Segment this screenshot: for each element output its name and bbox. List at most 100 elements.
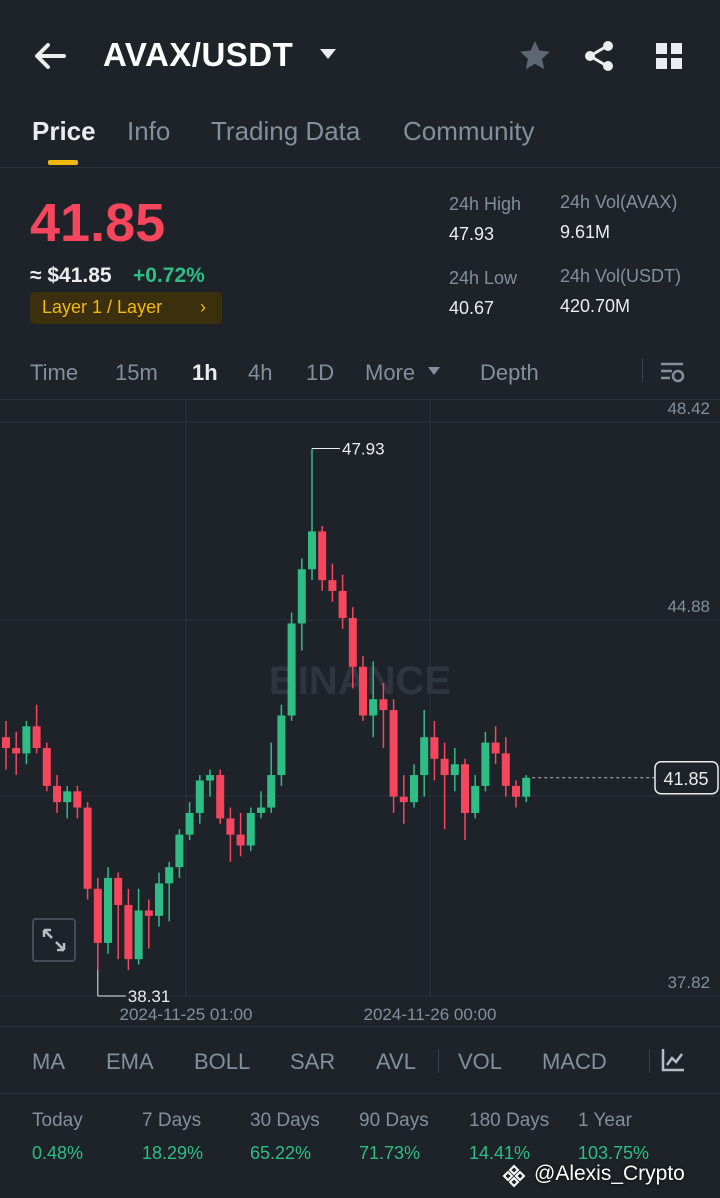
category-tag[interactable]: Layer 1 / Layer › [30, 292, 222, 324]
candle-body [297, 569, 306, 624]
candle-body [328, 580, 337, 591]
candle-body [450, 764, 459, 776]
chevron-down-icon[interactable] [318, 46, 338, 62]
candle-body [42, 747, 51, 786]
indicator-ma[interactable]: MA [32, 1049, 65, 1074]
divider [642, 358, 643, 382]
interval-15m[interactable]: 15m [115, 360, 158, 385]
perf-label-1y: 1 Year [578, 1110, 632, 1131]
candle-body [236, 834, 245, 846]
depth-tab[interactable]: Depth [480, 360, 539, 385]
perf-label-30d: 30 Days [250, 1110, 320, 1131]
candle-body [277, 715, 286, 776]
candle-body [155, 883, 163, 916]
x-tick-label: 2024-11-26 00:00 [364, 1005, 497, 1024]
perf-label-90d: 90 Days [359, 1110, 429, 1131]
perf-value-today: 0.48% [32, 1143, 84, 1163]
indicator-macd[interactable]: MACD [542, 1049, 607, 1074]
candle-body [501, 753, 510, 786]
candle-body [389, 710, 398, 797]
candle-body [124, 905, 133, 960]
candle-body [134, 910, 143, 960]
tab-price[interactable]: Price [32, 116, 96, 146]
max-price-label: 47.93 [342, 440, 385, 459]
indicator-vol[interactable]: VOL [458, 1049, 503, 1074]
indicator-bar: MA EMA BOLL SAR AVL VOL MACD [0, 1026, 720, 1094]
interval-more[interactable]: More [365, 360, 416, 385]
tab-trading-data[interactable]: Trading Data [211, 116, 361, 146]
divider [438, 1049, 439, 1073]
candle-body [2, 737, 10, 748]
category-tag-label: Layer 1 / Layer [42, 297, 163, 317]
chevron-down-icon[interactable] [428, 366, 440, 376]
tab-info[interactable]: Info [127, 116, 171, 146]
candle-body [185, 812, 194, 835]
y-tick-label: 37.82 [667, 973, 710, 992]
vol-base-label: 24h Vol(AVAX) [560, 192, 678, 212]
candle-body [287, 623, 296, 716]
back-arrow-icon[interactable] [30, 36, 70, 76]
candle-body [83, 807, 92, 889]
last-price-box [654, 761, 719, 795]
x-tick-label: 2024-11-25 01:00 [120, 1005, 253, 1024]
indicator-boll[interactable]: BOLL [194, 1049, 251, 1074]
candle-body [257, 807, 265, 813]
share-icon[interactable] [581, 38, 617, 74]
interval-4h[interactable]: 4h [248, 360, 273, 385]
top-bar: AVAX/USDT [0, 0, 720, 112]
candle-body [12, 747, 21, 754]
candle-body [471, 785, 480, 813]
low-24h-value: 40.67 [449, 298, 495, 318]
high-24h-value: 47.93 [449, 224, 495, 244]
candle-body [93, 888, 102, 943]
min-price-label: 38.31 [128, 987, 171, 1006]
y-tick-label: 48.42 [667, 400, 710, 418]
candle-body [104, 877, 112, 943]
indicator-settings-icon[interactable] [660, 1047, 686, 1073]
candle-body [348, 618, 357, 667]
divider [649, 1049, 650, 1073]
candle-body [22, 726, 31, 754]
candle-body [226, 818, 235, 835]
perf-label-180d: 180 Days [469, 1110, 550, 1131]
candle-body [267, 775, 276, 808]
candle-body [430, 737, 439, 759]
high-24h-label: 24h High [449, 194, 522, 214]
indicator-sar[interactable]: SAR [290, 1049, 336, 1074]
perf-value-180d: 14.41% [469, 1143, 531, 1163]
candle-body [53, 785, 61, 803]
vol-quote-label: 24h Vol(USDT) [560, 266, 682, 286]
candle-body [399, 796, 408, 803]
binance-logo-icon [502, 1164, 526, 1188]
indicator-avl[interactable]: AVL [376, 1049, 416, 1074]
last-price-label: 41.85 [663, 769, 708, 789]
candle-body [379, 699, 388, 711]
candle-body [420, 737, 429, 776]
perf-label-today: Today [32, 1110, 83, 1131]
candle-body [512, 785, 520, 797]
candle-body [461, 764, 469, 813]
y-tick-label: 44.88 [667, 597, 710, 616]
favorite-star-icon[interactable] [517, 38, 553, 74]
grid-menu-icon[interactable] [653, 40, 685, 72]
tab-community[interactable]: Community [403, 116, 535, 146]
indicator-ema[interactable]: EMA [106, 1049, 154, 1074]
chevron-right-icon: › [200, 297, 206, 317]
candle-body [114, 877, 123, 906]
user-watermark: @Alexis_Crypto [502, 1160, 716, 1192]
candle-body [195, 780, 204, 813]
interval-time[interactable]: Time [30, 360, 79, 385]
perf-value-7d: 18.29% [142, 1143, 204, 1163]
candle-body [63, 791, 72, 803]
expand-icon [42, 928, 66, 952]
candle-body [369, 699, 378, 716]
trading-pair-title[interactable]: AVAX/USDT [103, 36, 294, 73]
interval-1d[interactable]: 1D [306, 360, 335, 385]
expand-chart-button[interactable] [32, 918, 76, 962]
interval-1h[interactable]: 1h [192, 360, 218, 385]
page-tabs: Price Info Trading Data Community [0, 112, 720, 168]
chart-settings-icon[interactable] [658, 358, 686, 386]
price-change-percent: +0.72% [133, 264, 205, 287]
